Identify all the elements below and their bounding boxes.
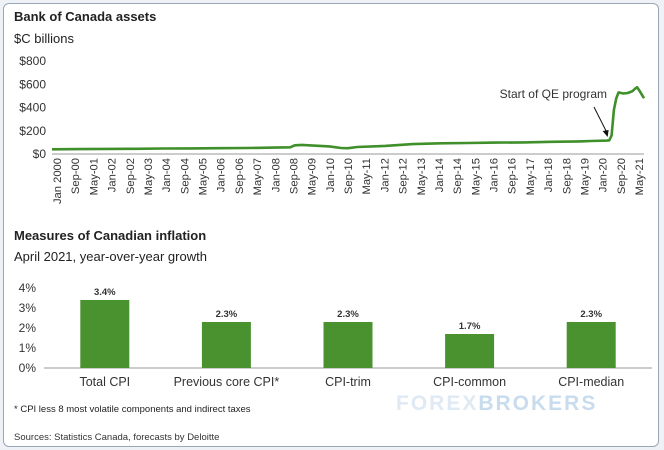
line-x-tick-label: May-17 (525, 158, 537, 195)
line-x-tick-label: Sep-08 (288, 158, 300, 194)
line-x-tick-label: Jan-02 (107, 158, 119, 192)
bar-y-tick-label: 3% (19, 301, 37, 315)
chart-card: Bank of Canada assets $C billions Measur… (3, 3, 659, 447)
line-x-tick-label: Jan-20 (598, 158, 610, 192)
line-x-tick-label: Jan-16 (489, 158, 501, 192)
footnote: * CPI less 8 most volatile components an… (14, 404, 251, 415)
bar-value-label: 1.7% (459, 321, 481, 332)
watermark-logo: FOREXBROKERS (396, 392, 598, 415)
qe-annotation-arrowhead (602, 130, 609, 137)
line-x-tick-label: May-13 (416, 158, 428, 195)
bar-value-label: 3.4% (94, 287, 116, 298)
line-x-tick-label: Jan 2000 (52, 158, 64, 204)
bar-previous-core-cpi (201, 322, 251, 368)
charts-svg: $0 $200 $400 $600 $800 Jan 2000 Sep-00 May-01 Ja… (19, 54, 652, 389)
line-x-tick-label: Sep-12 (398, 158, 410, 194)
bar-chart-subtitle: April 2021, year-over-year growth (14, 249, 207, 264)
line-y-tick-label: $400 (19, 101, 46, 115)
qe-annotation-label: Start of QE program (500, 87, 607, 101)
line-y-tick-label: $200 (19, 124, 46, 138)
line-x-tick-label: Sep-16 (507, 158, 519, 194)
line-x-tick-label: Jan-08 (270, 158, 282, 192)
bar-value-label: 2.3% (337, 309, 359, 320)
line-y-tick-label: $600 (19, 77, 46, 91)
line-chart-title: Bank of Canada assets (14, 9, 157, 24)
bar-category-label: CPI-median (558, 375, 624, 389)
line-x-tick-label: Sep-20 (616, 158, 628, 194)
line-x-tick-label: May-09 (307, 158, 319, 195)
line-x-tick-label: Sep-02 (125, 158, 137, 194)
line-x-tick-label: Jan-06 (216, 158, 228, 192)
line-x-tick-label: Jan-18 (543, 158, 555, 192)
bar-category-label: Total CPI (79, 375, 130, 389)
line-x-tick-label: Jan-10 (325, 158, 337, 192)
line-x-tick-label: May-05 (198, 158, 210, 195)
bar-y-tick-label: 0% (19, 361, 37, 375)
line-x-tick-label: Sep-06 (234, 158, 246, 194)
line-y-tick-label: $0 (33, 147, 47, 161)
line-x-tick-label: Jan-14 (434, 158, 446, 192)
line-x-tick-label: Sep-10 (343, 158, 355, 194)
line-x-tick-label: May-11 (361, 158, 373, 194)
bar-cpi-common (445, 334, 495, 368)
line-x-tick-label: May-03 (143, 158, 155, 195)
assets-series-line (51, 85, 646, 151)
bar-total-cpi (80, 300, 130, 368)
line-x-tick-label: May-15 (470, 158, 482, 195)
line-x-tick-label: May-21 (634, 158, 646, 195)
qe-annotation-arrow-line (593, 106, 609, 135)
line-x-tick-label: Sep-00 (70, 158, 82, 194)
bar-category-label: Previous core CPI* (174, 375, 280, 389)
line-x-tick-label: Sep-04 (179, 158, 191, 194)
line-chart-ylabel: $C billions (14, 31, 74, 46)
bar-value-label: 2.3% (580, 309, 602, 320)
line-x-tick-label: Sep-18 (561, 158, 573, 194)
bar-category-label: CPI-trim (325, 375, 371, 389)
bar-chart-title: Measures of Canadian inflation (14, 228, 207, 243)
line-x-tick-label: Jan-12 (379, 158, 391, 192)
source-note: Sources: Statistics Canada, forecasts by… (14, 432, 220, 443)
line-y-tick-label: $800 (19, 54, 46, 68)
bar-cpi-median (566, 322, 616, 368)
line-x-tick-label: May-07 (252, 158, 264, 195)
bar-category-label: CPI-common (433, 375, 506, 389)
bar-cpi-trim (323, 322, 373, 368)
bar-value-label: 2.3% (216, 309, 238, 320)
bar-y-tick-label: 4% (19, 281, 37, 295)
bar-y-tick-label: 2% (19, 321, 37, 335)
line-x-tick-label: Sep-14 (452, 158, 464, 194)
line-x-tick-label: Jan-04 (161, 158, 173, 192)
line-x-tick-label: May-19 (579, 158, 591, 195)
bar-y-tick-label: 1% (19, 341, 37, 355)
line-x-tick-label: May-01 (88, 158, 100, 195)
